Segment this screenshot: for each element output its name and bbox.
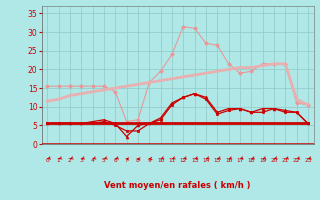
X-axis label: Vent moyen/en rafales ( km/h ): Vent moyen/en rafales ( km/h ) [104,181,251,190]
